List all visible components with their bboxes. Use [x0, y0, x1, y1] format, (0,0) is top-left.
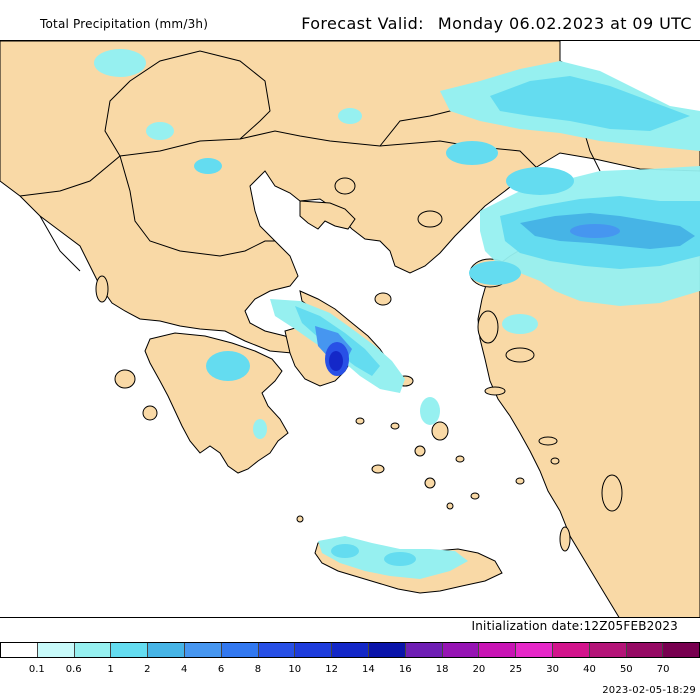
precip-north-blob-5 — [194, 158, 222, 174]
island-karpathos — [559, 526, 571, 552]
island-small-5 — [390, 422, 400, 430]
precip-north-blob-3 — [338, 108, 362, 124]
color-scale-segment — [221, 643, 259, 657]
precip-crete-core-1 — [331, 544, 359, 558]
island-corfu — [95, 275, 109, 303]
forecast-valid-label: Forecast Valid: — [301, 14, 424, 33]
color-scale-segment — [663, 643, 700, 657]
color-scale-tick-label: 0.1 — [28, 664, 45, 675]
precip-thrace-peak — [570, 224, 620, 238]
color-scale-segment — [516, 643, 553, 657]
island-kefalonia — [114, 369, 136, 389]
island-small-8 — [446, 502, 454, 510]
chalkidiki — [299, 200, 356, 230]
precipitation-map[interactable] — [0, 40, 700, 618]
color-scale-segment — [184, 643, 222, 657]
color-scale-segment — [258, 643, 296, 657]
color-scale-segment — [368, 643, 406, 657]
color-scale-tick-label: 18 — [435, 664, 449, 675]
island-lemnos — [417, 210, 443, 228]
island-small-2 — [515, 477, 525, 485]
color-scale-bar — [0, 642, 700, 658]
precip-northeast-core — [490, 76, 690, 131]
color-scale-segment — [74, 643, 112, 657]
precip-peloponnese-small — [253, 419, 267, 439]
island-small-7 — [296, 515, 304, 523]
precip-north-blob-4 — [146, 122, 174, 140]
color-scale-tick-label: 40 — [583, 664, 596, 675]
precip-north-blob-1 — [446, 141, 498, 165]
precip-peloponnese-blob — [206, 351, 250, 381]
color-scale-ticks: 0.1 0.6 1 2 4 6 8 10 12 14 16 18 20 25 30 40 50 70 — [0, 664, 700, 678]
generation-timestamp: 2023-02-05-18:29 — [602, 685, 696, 696]
color-scale-tick-label: 4 — [181, 664, 188, 675]
precip-chios-blob — [469, 261, 521, 285]
color-scale-tick-label: 10 — [288, 664, 302, 675]
island-skyros — [374, 292, 392, 306]
precip-attica-max — [329, 351, 343, 371]
island-naxos — [431, 421, 449, 441]
precip-north-blob-2 — [506, 167, 574, 195]
color-scale-tick-label: 20 — [472, 664, 486, 675]
color-scale-tick-label: 12 — [325, 664, 338, 675]
color-scale-segment — [552, 643, 590, 657]
color-scale-segment — [295, 643, 333, 657]
color-scale-tick-label: 1 — [107, 664, 114, 675]
color-scale-segment — [148, 643, 185, 657]
island-milos — [371, 464, 385, 474]
island-small-6 — [355, 417, 365, 425]
island-small-4 — [550, 457, 560, 465]
color-scale-tick-label: 6 — [217, 664, 225, 675]
color-scale-tick-label: 25 — [509, 664, 523, 675]
color-scale-tick-label: 0.6 — [65, 664, 82, 675]
color-scale-tick-label: 16 — [398, 664, 412, 675]
island-small-1 — [455, 455, 465, 463]
color-scale-tick-label: 14 — [362, 664, 375, 675]
precipitation-overlay — [94, 49, 700, 579]
island-chios — [477, 310, 499, 344]
color-scale-segment — [626, 643, 664, 657]
precip-nw-blob — [94, 49, 146, 77]
island-thasos — [334, 177, 356, 195]
island-paros — [414, 445, 426, 457]
color-scale-tick-label: 2 — [144, 664, 151, 675]
island-rhodes — [601, 474, 623, 512]
initialization-date: Initialization date:12Z05FEB2023 — [471, 619, 678, 633]
color-scale-segment — [479, 643, 517, 657]
island-kos — [538, 436, 558, 446]
peloponnese — [144, 332, 289, 474]
color-scale-segment — [37, 643, 75, 657]
forecast-valid-value: Monday 06.02.2023 at 09 UTC — [437, 14, 692, 33]
color-scale-tick-label: 30 — [546, 664, 559, 675]
color-scale-segment — [1, 643, 38, 657]
color-scale-tick-label: 8 — [254, 664, 262, 675]
precip-crete-core-2 — [384, 552, 416, 566]
island-santorini — [424, 477, 436, 489]
island-samos — [505, 347, 535, 363]
forecast-valid-time: Forecast Valid: Monday 06.02.2023 at 09 U… — [301, 14, 692, 33]
chart-title: Total Precipitation (mm/3h) — [40, 17, 209, 31]
color-scale-tick-label: 70 — [656, 664, 670, 675]
precip-samos-blob — [502, 314, 538, 334]
precip-island-blob — [420, 397, 440, 425]
color-scale-tick-label: 50 — [619, 664, 633, 675]
island-small-3 — [470, 492, 480, 500]
map-svg — [0, 41, 700, 617]
color-scale-segment — [332, 643, 369, 657]
color-scale-segment — [405, 643, 443, 657]
island-ikaria — [484, 386, 506, 396]
color-scale-segment — [589, 643, 627, 657]
color-scale-segment — [442, 643, 480, 657]
island-zakynthos — [142, 405, 158, 421]
color-scale-segment — [111, 643, 149, 657]
